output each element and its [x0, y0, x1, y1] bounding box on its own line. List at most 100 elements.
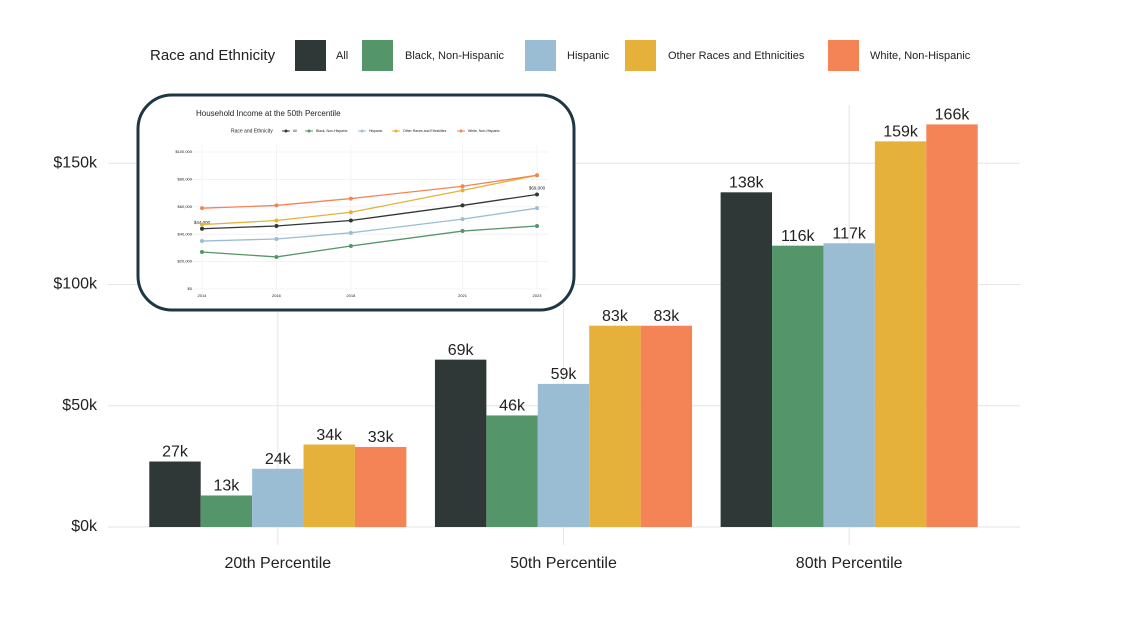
inset-value-label: $69,000 — [529, 186, 546, 191]
value-label: 46k — [499, 398, 526, 415]
inset-point — [535, 192, 539, 197]
bar — [823, 243, 875, 527]
value-label: 117k — [832, 225, 867, 242]
y-tick-label: $100k — [53, 276, 98, 293]
value-label: 27k — [162, 444, 189, 461]
inset-y-tick-label: $100,000 — [175, 149, 192, 154]
bar — [926, 124, 978, 528]
bar — [149, 461, 201, 527]
inset-point — [348, 210, 353, 215]
inset-frame — [136, 93, 576, 312]
bar — [200, 495, 253, 527]
x-tick-label: 20th Percentile — [224, 555, 331, 572]
legend-swatch — [828, 40, 859, 71]
legend: Race and Ethnicity All Black, Non-Hispani… — [150, 40, 971, 71]
inset-y-tick-label: $40,000 — [178, 231, 193, 236]
inset-value-label: $44,000 — [194, 220, 211, 225]
inset-point — [274, 203, 279, 208]
x-tick-label: 80th Percentile — [796, 555, 903, 572]
inset-title: Household Income at the 50th Percentile — [196, 109, 341, 118]
inset-x-tick-label: 2023 — [533, 293, 543, 298]
inset-legend-title: Race and Ethnicity — [231, 128, 273, 134]
inset-x-tick-label: 2021 — [458, 293, 468, 298]
inset-point — [460, 184, 465, 189]
value-label: 166k — [935, 107, 971, 124]
inset-point — [274, 218, 279, 223]
legend-swatch — [362, 40, 393, 71]
inset-legend-marker — [307, 129, 311, 133]
inset-x-tick-label: 2014 — [198, 293, 208, 298]
inset-point — [348, 218, 353, 223]
value-label: 116k — [781, 228, 816, 245]
value-label: 159k — [883, 124, 919, 141]
legend-swatch — [295, 40, 326, 71]
inset-point — [348, 243, 353, 248]
inset-point — [200, 206, 204, 211]
bar — [720, 192, 773, 527]
bar — [640, 325, 693, 527]
inset-chart: Household Income at the 50th Percentile … — [136, 93, 576, 312]
y-tick-label: $50k — [62, 397, 98, 414]
inset-point — [535, 223, 539, 228]
legend-swatch — [525, 40, 556, 71]
inset-point — [460, 203, 465, 208]
bar — [589, 325, 641, 527]
inset-x-tick-label: 2018 — [346, 293, 356, 298]
inset-point — [348, 196, 353, 201]
value-label: 24k — [265, 451, 292, 468]
legend-label: Black, Non-Hispanic — [405, 50, 505, 62]
inset-legend-label: Hispanic — [369, 129, 383, 133]
bar — [537, 383, 590, 527]
x-tick-label: 50th Percentile — [510, 555, 617, 572]
inset-legend-marker — [284, 129, 288, 133]
main-chart: $0k $50k $100k $150k 20th Percentile 50th Per… — [53, 105, 1020, 572]
inset-legend-marker — [360, 129, 364, 133]
inset-legend-marker — [394, 129, 398, 133]
legend-title: Race and Ethnicity — [150, 47, 276, 64]
value-label: 33k — [368, 429, 395, 446]
inset-legend-label: Other Races and Ethnicities — [403, 129, 447, 133]
inset-point — [200, 222, 204, 227]
inset-y-tick-label: $0 — [188, 286, 193, 291]
inset-point — [274, 254, 279, 259]
bar — [486, 415, 538, 527]
inset-point — [460, 229, 465, 234]
inset-legend-marker — [459, 129, 463, 133]
inset-point — [348, 230, 353, 235]
inset-point — [460, 217, 465, 222]
value-label: 138k — [729, 175, 765, 192]
value-label: 83k — [602, 308, 629, 325]
value-label: 69k — [448, 342, 475, 359]
bar — [303, 444, 355, 527]
inset-x-tick-label: 2016 — [272, 293, 282, 298]
inset-legend-label: White, Non-Hispanic — [468, 129, 500, 133]
legend-label: Hispanic — [567, 50, 610, 62]
bar — [772, 245, 824, 527]
bar — [874, 141, 927, 527]
legend-label: White, Non-Hispanic — [870, 50, 971, 62]
inset-point — [274, 236, 279, 241]
inset-point — [535, 173, 539, 178]
inset-point — [535, 206, 539, 211]
inset-point — [460, 188, 465, 193]
bar — [434, 359, 487, 527]
value-label: 13k — [214, 478, 241, 495]
y-tick-label: $0k — [71, 518, 98, 535]
legend-label: All — [336, 50, 348, 62]
inset-point — [274, 223, 279, 228]
bar — [252, 468, 304, 527]
value-label: 59k — [551, 366, 578, 383]
inset-legend-label: Black, Non-Hispanic — [316, 129, 348, 133]
value-label: 34k — [316, 427, 343, 444]
inset-y-tick-label: $80,000 — [178, 176, 193, 181]
inset-point — [200, 226, 204, 231]
y-tick-label: $150k — [53, 154, 98, 171]
value-label: 83k — [653, 308, 680, 325]
inset-y-tick-label: $60,000 — [178, 204, 193, 209]
legend-label: Other Races and Ethnicities — [668, 50, 805, 62]
inset-legend-label: All — [293, 129, 297, 133]
bar — [354, 446, 407, 527]
inset-point — [200, 239, 204, 244]
inset-y-tick-label: $20,000 — [178, 259, 193, 264]
